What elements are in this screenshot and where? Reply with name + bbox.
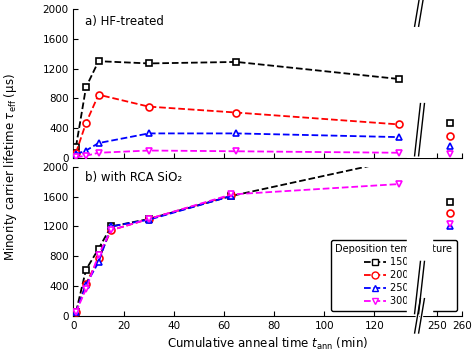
Bar (407, 167, 432, 316)
Bar (407, 9, 432, 158)
X-axis label: Cumulative anneal time $t_{\mathrm{ann}}$ (min): Cumulative anneal time $t_{\mathrm{ann}}… (167, 336, 368, 352)
Text: Minority carrier lifetime $\tau_{\mathrm{eff}}$ (μs): Minority carrier lifetime $\tau_{\mathrm… (2, 73, 19, 261)
Text: a) HF-treated: a) HF-treated (85, 15, 164, 28)
Text: b) with RCA SiO₂: b) with RCA SiO₂ (85, 171, 182, 184)
Legend: 150 °C, 200 °C, 250 °C, 300 °C: 150 °C, 200 °C, 250 °C, 300 °C (330, 240, 457, 311)
